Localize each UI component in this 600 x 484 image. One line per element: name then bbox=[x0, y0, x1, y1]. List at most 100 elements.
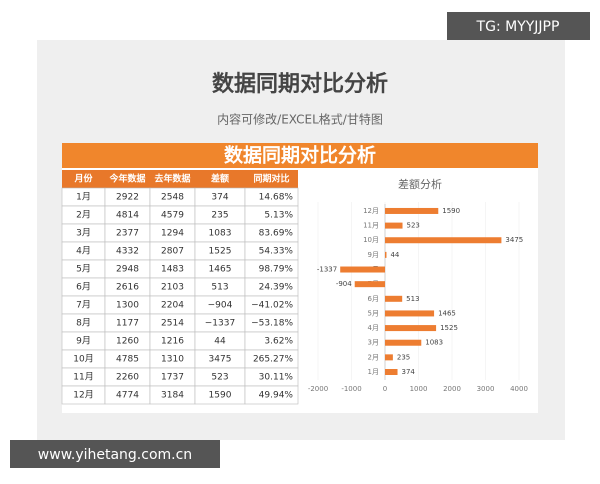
bar bbox=[354, 281, 385, 288]
cell-text: 1465 bbox=[209, 265, 232, 275]
cell-text: 1737 bbox=[161, 373, 184, 383]
x-tick-label: 0 bbox=[383, 385, 387, 393]
watermark: www.yihetang.com.cn bbox=[38, 447, 192, 463]
bar bbox=[385, 295, 403, 302]
cell-text: 4月 bbox=[76, 246, 91, 257]
y-tick-label: 10月 bbox=[363, 236, 379, 244]
x-tick-label: 2000 bbox=[443, 385, 461, 393]
y-tick-label: 2月 bbox=[368, 353, 379, 361]
cell-text: 5.13% bbox=[264, 211, 293, 221]
cell-text: −53.18% bbox=[251, 319, 293, 329]
cell-text: 2922 bbox=[116, 193, 139, 203]
y-tick-label: 5月 bbox=[368, 309, 379, 317]
cell-text: −904 bbox=[208, 301, 233, 311]
cell bbox=[244, 385, 299, 405]
cell-text: 14.68% bbox=[259, 193, 294, 203]
data-label: 513 bbox=[406, 295, 419, 303]
cell-text: 2807 bbox=[161, 247, 184, 257]
cell-text: 4579 bbox=[161, 211, 184, 221]
data-label: 44 bbox=[390, 251, 399, 259]
y-tick-label: 3月 bbox=[368, 339, 379, 347]
cell-text: 1294 bbox=[161, 229, 184, 239]
cell-text: 83.69% bbox=[259, 229, 294, 239]
cell-text: 7月 bbox=[76, 300, 91, 311]
data-label: 235 bbox=[397, 353, 410, 361]
cell-text: 1300 bbox=[116, 301, 139, 311]
watermark-box bbox=[447, 12, 590, 40]
header-cell: 月份 bbox=[73, 173, 93, 185]
y-tick-label: 4月 bbox=[368, 324, 379, 332]
cell-text: 2103 bbox=[161, 283, 184, 293]
cell-text: −41.02% bbox=[251, 301, 293, 311]
cell-text: 49.94% bbox=[259, 391, 294, 401]
data-label: 374 bbox=[402, 368, 416, 376]
data-label: 1465 bbox=[438, 309, 456, 317]
cell-text: 10月 bbox=[73, 354, 93, 365]
bar bbox=[385, 222, 403, 229]
cell-text: 98.79% bbox=[259, 265, 294, 275]
bar bbox=[385, 354, 393, 361]
header-row bbox=[62, 170, 298, 188]
cell-text: 2548 bbox=[161, 193, 184, 203]
watermark-box bbox=[10, 440, 220, 468]
y-tick-label: 12月 bbox=[363, 207, 379, 215]
cell-text: 1310 bbox=[161, 355, 184, 365]
cell-text: 265.27% bbox=[253, 355, 293, 365]
cell-text: 2260 bbox=[116, 373, 139, 383]
x-tick-label: 1000 bbox=[410, 385, 428, 393]
y-tick-label: 11月 bbox=[363, 222, 379, 230]
cell-text: 1月 bbox=[76, 192, 91, 203]
cell-text: 2616 bbox=[116, 283, 139, 293]
cell-text: −1337 bbox=[205, 319, 235, 329]
data-label: -904 bbox=[336, 280, 352, 288]
cell-text: 523 bbox=[211, 373, 228, 383]
cell-text: 44 bbox=[214, 337, 226, 347]
y-tick-label: 1月 bbox=[368, 368, 379, 376]
title: 数据同期对比分析 bbox=[212, 71, 388, 97]
cell-text: 5月 bbox=[76, 264, 91, 275]
cell-text: 1590 bbox=[209, 391, 232, 401]
cell-text: 2948 bbox=[116, 265, 139, 275]
cell-text: 1083 bbox=[209, 229, 232, 239]
cell-text: 1260 bbox=[116, 337, 139, 347]
cell-text: 54.33% bbox=[259, 247, 294, 257]
cell-text: 4332 bbox=[116, 247, 139, 257]
cell-text: 4774 bbox=[116, 391, 139, 401]
table: 月份 今年数据 去年数据 差额 同期对比 1月 2922 2548 374 14.68% 2月 481… bbox=[61, 170, 299, 405]
cell-text: 12月 bbox=[73, 390, 93, 401]
bar bbox=[385, 369, 398, 375]
cell-text: 24.39% bbox=[259, 283, 294, 293]
cell-text: 4814 bbox=[116, 211, 139, 221]
header-cell: 同期对比 bbox=[253, 173, 289, 185]
x-tick-label: -2000 bbox=[308, 385, 328, 393]
cell-text: 9月 bbox=[76, 336, 91, 347]
subtitle: 内容可修改/EXCEL格式/甘特图 bbox=[217, 112, 383, 127]
header-cell: 今年数据 bbox=[108, 173, 145, 185]
cell-text: 374 bbox=[211, 193, 228, 203]
cell-text: 1525 bbox=[209, 247, 232, 257]
chart-title: 差额分析 bbox=[398, 177, 442, 191]
cell-text: 2514 bbox=[161, 319, 184, 329]
bar bbox=[385, 339, 422, 346]
cell-text: 2377 bbox=[116, 229, 139, 239]
cell-text: 8月 bbox=[76, 318, 91, 329]
cell-text: 513 bbox=[211, 283, 228, 293]
watermark: TG: MYYJJPP bbox=[476, 19, 560, 35]
cell-text: 3月 bbox=[76, 228, 91, 239]
cell-text: 11月 bbox=[73, 372, 93, 383]
cell-text: 1483 bbox=[161, 265, 184, 275]
cell-text: 1216 bbox=[161, 337, 184, 347]
banner bbox=[62, 143, 538, 168]
y-tick-label: 9月 bbox=[368, 251, 379, 259]
bar bbox=[385, 251, 387, 258]
cell-text: 2204 bbox=[161, 301, 184, 311]
x-tick-label: 3000 bbox=[477, 385, 495, 393]
bar bbox=[385, 207, 439, 214]
bar bbox=[385, 237, 502, 244]
chart: 差额分析 -2000 -1000 0 1000 2000 3000 4000 1月 374 2月 23… bbox=[308, 177, 528, 393]
cell-text: 1177 bbox=[116, 319, 139, 329]
bar bbox=[340, 266, 385, 273]
bar bbox=[385, 310, 435, 317]
cell-text: 3.62% bbox=[264, 337, 293, 347]
